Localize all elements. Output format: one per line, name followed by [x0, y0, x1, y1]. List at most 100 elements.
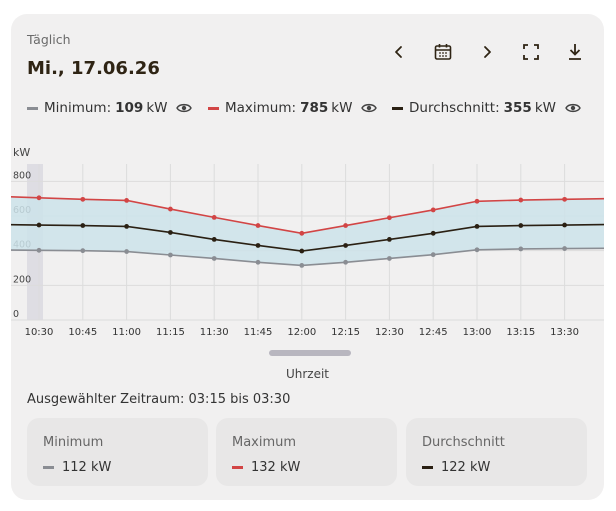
stat-card-minimum: Minimum 112 kW	[27, 418, 208, 486]
min-max-band	[11, 196, 604, 266]
data-point-durchschnitt	[255, 243, 261, 248]
stat-value-row: 122 kW	[422, 460, 490, 475]
data-point-minimum	[562, 246, 567, 251]
x-tick-label: 10:30	[25, 327, 54, 338]
eye-icon[interactable]	[176, 102, 193, 114]
legend-item-maximum[interactable]: Maximum: 785 kW	[208, 100, 378, 116]
stat-swatch	[422, 466, 433, 469]
data-point-minimum	[80, 248, 86, 254]
stat-swatch	[43, 466, 54, 469]
x-axis-title: Uhrzeit	[285, 367, 330, 381]
legend-label: Maximum:	[225, 100, 297, 116]
data-point-durchschnitt	[124, 224, 129, 229]
data-point-durchschnitt	[387, 237, 392, 242]
data-point-minimum	[211, 256, 217, 261]
x-tick-label: 13:15	[506, 327, 535, 338]
data-point-durchschnitt	[211, 237, 217, 242]
fullscreen-icon[interactable]	[519, 40, 543, 64]
date-title: Mi., 17.06.26	[27, 58, 160, 79]
energy-card: Täglich Mi., 17.06.26 Minimum: 109 kW	[11, 14, 604, 500]
download-icon[interactable]	[563, 40, 587, 64]
data-point-maximum	[343, 223, 348, 228]
legend-unit: kW	[146, 100, 168, 116]
data-point-maximum	[387, 215, 392, 221]
legend-swatch	[27, 106, 38, 110]
calendar-icon[interactable]	[431, 40, 455, 64]
data-point-minimum	[36, 247, 42, 253]
chart-scrollbar[interactable]	[269, 350, 351, 356]
data-point-maximum	[80, 196, 86, 202]
data-point-maximum	[124, 198, 129, 203]
data-point-minimum	[518, 246, 524, 252]
x-tick-label: 13:30	[550, 327, 579, 338]
legend-label: Minimum:	[44, 100, 112, 116]
x-tick-label: 12:00	[287, 327, 316, 338]
data-point-maximum	[474, 198, 480, 204]
legend-item-minimum[interactable]: Minimum: 109 kW	[27, 100, 193, 116]
x-tick-label: 11:30	[200, 327, 229, 338]
stat-label: Maximum	[232, 435, 297, 450]
y-tick-label: 0	[13, 309, 19, 320]
data-point-minimum	[124, 249, 129, 254]
data-point-maximum	[518, 197, 524, 203]
y-tick-label: 200	[13, 274, 31, 285]
legend-unit: kW	[534, 100, 556, 116]
legend-swatch	[392, 106, 403, 110]
x-tick-label: 12:15	[331, 327, 360, 338]
data-point-minimum	[430, 252, 436, 258]
data-point-durchschnitt	[168, 230, 173, 235]
line-chart[interactable]: 0200400600800510:3010:4511:0011:1511:301…	[11, 160, 604, 346]
data-point-durchschnitt	[36, 222, 42, 228]
stat-value: 122 kW	[441, 460, 491, 475]
data-point-minimum	[299, 263, 305, 268]
data-point-durchschnitt	[430, 230, 436, 236]
data-point-durchschnitt	[80, 223, 86, 228]
legend-value: 109	[115, 100, 144, 116]
x-tick-label: 12:30	[375, 327, 404, 338]
data-point-maximum	[299, 230, 305, 236]
data-point-minimum	[168, 252, 173, 258]
data-point-durchschnitt	[343, 243, 348, 248]
x-tick-label: 11:45	[244, 327, 273, 338]
data-point-minimum	[255, 259, 261, 265]
stat-card-durchschnitt: Durchschnitt 122 kW	[406, 418, 587, 486]
stat-card-maximum: Maximum 132 kW	[216, 418, 397, 486]
data-point-minimum	[474, 247, 480, 253]
data-point-minimum	[343, 259, 348, 265]
legend-label: Durchschnitt:	[409, 100, 500, 116]
data-point-durchschnitt	[518, 223, 524, 228]
stat-swatch	[232, 466, 243, 469]
data-point-maximum	[211, 214, 217, 220]
data-point-durchschnitt	[299, 248, 305, 254]
period-label: Täglich	[27, 32, 71, 47]
data-point-minimum	[387, 256, 392, 261]
chevron-right-icon[interactable]	[475, 40, 499, 64]
x-tick-label: 12:45	[419, 327, 448, 338]
x-tick-label: 11:15	[156, 327, 185, 338]
data-point-maximum	[168, 206, 173, 212]
stat-label: Minimum	[43, 435, 104, 450]
data-point-maximum	[430, 207, 436, 213]
stat-label: Durchschnitt	[422, 435, 505, 450]
x-tick-label: 11:00	[112, 327, 141, 338]
x-tick-label: 10:45	[68, 327, 97, 338]
legend-item-durchschnitt[interactable]: Durchschnitt: 355 kW	[392, 100, 581, 116]
y-tick-label: 800	[13, 170, 31, 181]
stat-value-row: 132 kW	[232, 460, 300, 475]
data-point-maximum	[36, 195, 42, 201]
y-axis-label: kW	[13, 146, 31, 159]
legend-swatch	[208, 106, 219, 110]
data-point-durchschnitt	[474, 224, 480, 229]
selected-range-text: Ausgewählter Zeitraum: 03:15 bis 03:30	[27, 392, 291, 407]
eye-icon[interactable]	[361, 102, 378, 114]
eye-icon[interactable]	[565, 102, 581, 114]
stat-value: 132 kW	[251, 460, 301, 475]
legend-value: 355	[503, 100, 532, 116]
legend-value: 785	[300, 100, 329, 116]
stat-value: 112 kW	[62, 460, 112, 475]
chevron-left-icon[interactable]	[387, 40, 411, 64]
data-point-maximum	[562, 196, 567, 202]
legend-unit: kW	[331, 100, 353, 116]
data-point-durchschnitt	[562, 222, 567, 228]
data-point-maximum	[255, 223, 261, 228]
